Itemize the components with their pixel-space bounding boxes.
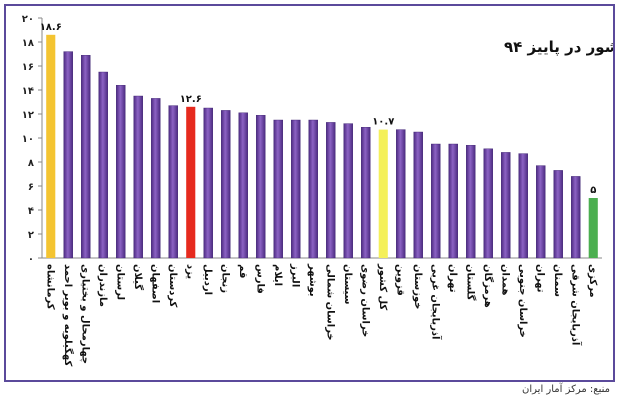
data-label-0: ۱۸.۶	[40, 22, 62, 33]
category-label-27: خراسان جنوبی	[517, 264, 528, 338]
bar-16	[326, 122, 336, 259]
chart-title: نرخ بیکاری به تفکیک استان‌های کشور در پا…	[504, 38, 613, 57]
category-label-9: اردبیل	[202, 264, 213, 295]
category-label-11: قم	[237, 264, 248, 278]
bar-27	[518, 153, 529, 259]
category-label-28: تهران	[534, 264, 545, 293]
y-tick-label: ۸	[28, 158, 34, 169]
bar-6	[150, 98, 161, 259]
bar-19	[378, 129, 388, 258]
data-label-19: ۱۰.۷	[372, 117, 394, 128]
bar-8	[186, 106, 196, 258]
category-label-15: بوشهر	[307, 263, 318, 297]
bar-31	[588, 198, 598, 258]
category-label-17: سیستان	[342, 264, 353, 305]
category-label-5: گیلان	[132, 264, 145, 290]
y-tick-label: ۱۴	[22, 86, 34, 97]
bar-0	[46, 34, 56, 258]
y-tick-label: ۱۸	[22, 38, 34, 49]
bar-28	[536, 165, 546, 259]
category-label-29: سمنان	[552, 264, 563, 297]
bar-12	[255, 114, 266, 259]
bar-29	[553, 170, 564, 259]
category-label-20: قزوین	[394, 264, 405, 296]
y-tick-label: ۴	[28, 206, 34, 217]
y-tick-label: ۲	[28, 230, 34, 241]
y-tick-label: ۲۰	[22, 14, 34, 25]
data-label-8: ۱۲.۶	[180, 94, 202, 105]
bar-5	[133, 95, 143, 259]
bar-1	[63, 51, 74, 259]
bar-18	[361, 126, 371, 259]
unemployment-bar-chart: نرخ بیکاری به تفکیک استان‌های کشور در پا…	[22, 14, 613, 366]
bar-7	[168, 105, 178, 259]
category-label-31: مرکزی	[587, 264, 598, 298]
bar-21	[413, 131, 424, 259]
category-label-21: خوزستان	[412, 264, 423, 309]
category-label-2: چهارمحال و بختیاری	[79, 264, 90, 364]
bar-13	[273, 119, 284, 259]
category-label-6: اصفهان	[149, 264, 160, 303]
data-label-31: ۵	[590, 185, 596, 196]
y-tick-label: ۱۲	[22, 110, 34, 121]
bar-26	[501, 152, 511, 259]
bar-22	[431, 143, 441, 259]
chart-frame: نرخ بیکاری به تفکیک استان‌های کشور در پا…	[4, 4, 615, 382]
category-label-16: خراسان شمالی	[324, 264, 335, 341]
category-label-13: ایلام	[272, 264, 283, 286]
source-note: منبع: مرکز آمار ایران	[522, 384, 610, 395]
bar-14	[291, 119, 301, 259]
bar-15	[308, 119, 319, 259]
bar-30	[571, 176, 581, 259]
category-label-10: زنجان	[219, 264, 230, 293]
category-label-8: یزد	[184, 264, 195, 279]
category-label-22: آذربایجان غربی	[429, 264, 442, 340]
category-label-4: لرستان	[114, 264, 125, 300]
bar-4	[115, 84, 126, 259]
y-tick-label: ۶	[28, 182, 34, 193]
category-label-7: کردستان	[167, 264, 178, 308]
bar-2	[80, 55, 91, 259]
y-tick-label: ۱۶	[22, 62, 34, 73]
category-label-3: مازندران	[97, 264, 108, 307]
category-label-26: همدان	[499, 264, 510, 295]
bar-11	[238, 112, 248, 259]
category-label-24: گلستان	[464, 264, 477, 301]
y-tick-label: ۱۰	[22, 134, 34, 145]
bar-3	[98, 71, 108, 259]
bar-24	[466, 144, 476, 259]
category-label-0: کرمانشاه	[44, 264, 55, 310]
bar-23	[448, 143, 459, 259]
category-label-23: تهران	[447, 264, 458, 293]
category-label-12: فارس	[254, 264, 265, 294]
bar-9	[203, 107, 213, 259]
bar-20	[396, 129, 406, 259]
category-label-1: کهگیلویه و بویر احمد	[62, 264, 75, 366]
y-tick-label: ۰	[28, 254, 34, 265]
category-label-25: هرمزگان	[482, 264, 495, 308]
category-label-14: البرز	[289, 263, 300, 287]
category-label-18: خراسان رضوی	[359, 264, 370, 337]
category-label-30: آذربایجان شرقی	[569, 264, 582, 346]
category-label-19: کل کشور	[377, 263, 388, 310]
bar-17	[343, 123, 354, 259]
bar-25	[483, 148, 494, 259]
bar-10	[220, 110, 231, 259]
